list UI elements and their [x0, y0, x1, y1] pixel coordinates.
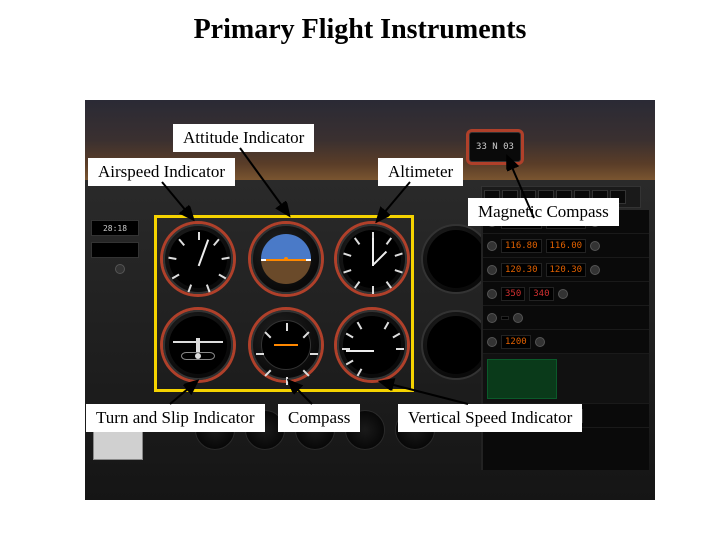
- gps-panel: [483, 354, 649, 404]
- adf-active: 350: [501, 287, 525, 301]
- adf-standby: 340: [529, 287, 553, 301]
- label-airspeed: Airspeed Indicator: [88, 158, 235, 186]
- dme: [501, 316, 509, 320]
- com1-active: 120.30: [501, 263, 542, 277]
- compass-card-text: 33 N 03: [476, 142, 514, 152]
- vsi-face: [343, 316, 401, 374]
- label-compass: Compass: [278, 404, 360, 432]
- xpdr: 1200: [501, 335, 531, 349]
- page-title: Primary Flight Instruments: [0, 14, 720, 46]
- dme-row: [483, 306, 649, 330]
- adf-row: 350 340: [483, 282, 649, 306]
- turnslip-face: [169, 316, 227, 374]
- turn-slip-indicator: [163, 310, 233, 380]
- limitations-placard: [93, 430, 143, 460]
- altimeter-face: [343, 230, 401, 288]
- nav2-standby: 116.00: [546, 239, 587, 253]
- label-vsi: Vertical Speed Indicator: [398, 404, 582, 432]
- com1-row: 120.30 120.30: [483, 258, 649, 282]
- clock-readout: 28:18: [91, 220, 139, 236]
- xpdr-row: 1200: [483, 330, 649, 354]
- panel-knob: [115, 264, 125, 274]
- airspeed-face: [169, 230, 227, 288]
- oat-readout: [91, 242, 139, 258]
- nav2-row: 116.80 116.00: [483, 234, 649, 258]
- label-attitude: Attitude Indicator: [173, 124, 314, 152]
- magnetic-compass: 33 N 03: [469, 132, 521, 162]
- com1-standby: 120.30: [546, 263, 587, 277]
- label-altimeter: Altimeter: [378, 158, 463, 186]
- airspeed-indicator: [163, 224, 233, 294]
- nav2-active: 116.80: [501, 239, 542, 253]
- label-turnslip: Turn and Slip Indicator: [86, 404, 265, 432]
- altimeter: [337, 224, 407, 294]
- label-magcompass: Magnetic Compass: [468, 198, 619, 226]
- attitude-indicator: [251, 224, 321, 294]
- heading-indicator: [251, 310, 321, 380]
- vertical-speed-indicator: [337, 310, 407, 380]
